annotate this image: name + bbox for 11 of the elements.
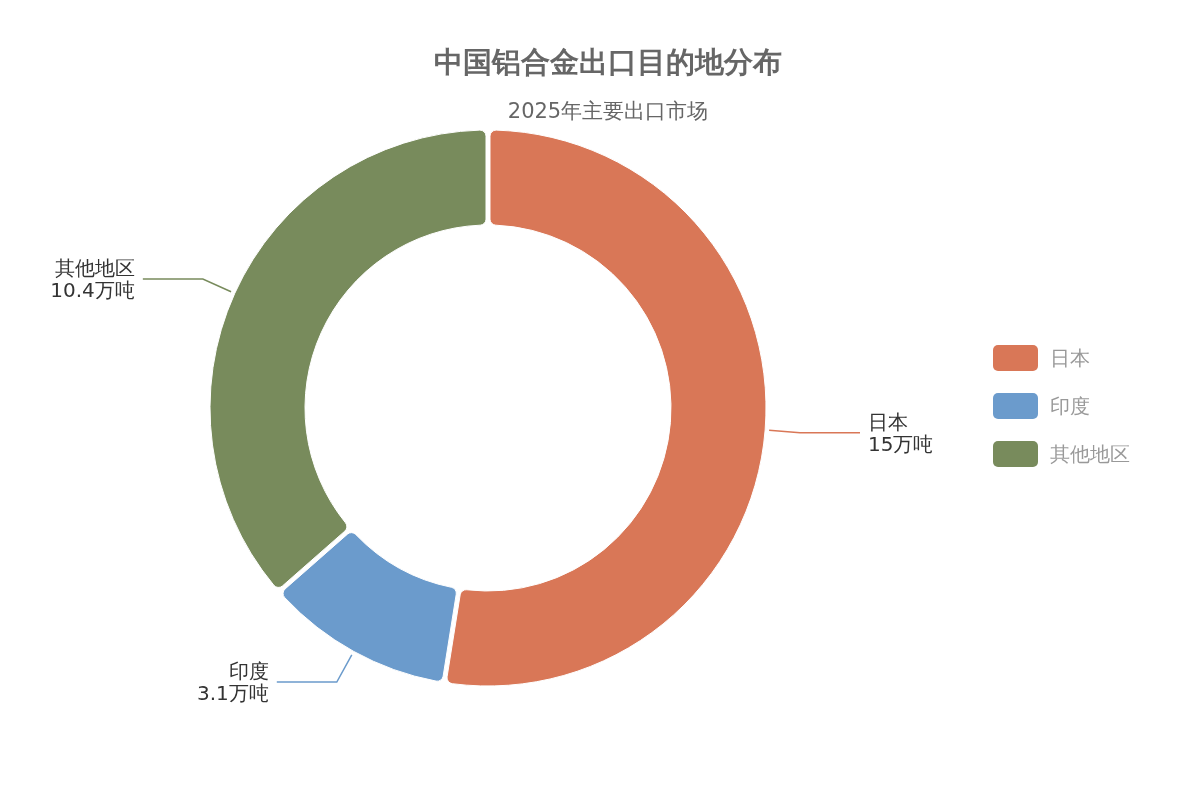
data-label: 3.1万吨 [196, 681, 269, 706]
chart-subtitle: 2025年主要出口市场 [507, 99, 709, 123]
slice-label: 印度 [228, 659, 269, 684]
legend-label: 印度 [1050, 394, 1090, 418]
chart-title: 中国铝合金出口目的地分布 [434, 45, 782, 79]
legend-label: 日本 [1050, 346, 1090, 370]
slice-label: 其他地区 [54, 255, 135, 280]
legend-label: 其他地区 [1050, 442, 1130, 466]
data-label: 15万吨 [868, 431, 934, 456]
slice-label: 日本 [868, 409, 909, 434]
data-label: 10.4万吨 [50, 277, 135, 302]
